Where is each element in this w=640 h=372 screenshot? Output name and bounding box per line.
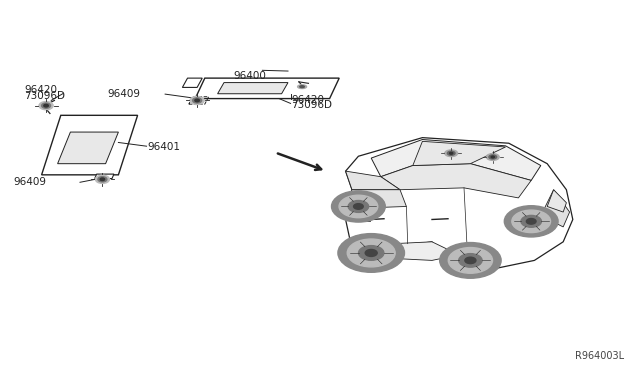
Ellipse shape <box>193 98 202 103</box>
Circle shape <box>459 254 482 267</box>
Ellipse shape <box>190 96 204 105</box>
Ellipse shape <box>42 103 51 108</box>
Circle shape <box>353 203 364 209</box>
Ellipse shape <box>298 85 307 89</box>
Ellipse shape <box>195 99 200 102</box>
Circle shape <box>448 247 493 273</box>
Polygon shape <box>346 138 573 270</box>
Ellipse shape <box>449 153 453 154</box>
Polygon shape <box>218 83 288 94</box>
Circle shape <box>521 215 541 227</box>
Circle shape <box>338 234 404 272</box>
Ellipse shape <box>95 175 109 183</box>
Text: 96401: 96401 <box>147 142 180 152</box>
Text: 96400: 96400 <box>233 71 266 81</box>
Polygon shape <box>195 78 339 99</box>
Polygon shape <box>371 140 541 180</box>
Ellipse shape <box>486 154 499 160</box>
Text: R964003L: R964003L <box>575 351 624 361</box>
Ellipse shape <box>39 102 53 110</box>
Circle shape <box>440 243 501 278</box>
Circle shape <box>365 250 377 256</box>
Circle shape <box>465 257 476 264</box>
Ellipse shape <box>447 151 455 155</box>
Polygon shape <box>413 141 506 166</box>
Circle shape <box>332 191 385 222</box>
Ellipse shape <box>98 177 107 182</box>
Polygon shape <box>541 190 570 227</box>
Text: 96409: 96409 <box>108 89 141 99</box>
Polygon shape <box>42 115 138 175</box>
Ellipse shape <box>445 150 458 157</box>
Polygon shape <box>346 190 406 208</box>
Ellipse shape <box>489 155 497 159</box>
Ellipse shape <box>100 178 105 180</box>
Polygon shape <box>95 174 114 179</box>
Circle shape <box>504 206 558 237</box>
Circle shape <box>348 239 395 267</box>
Polygon shape <box>346 171 400 190</box>
Text: 96420: 96420 <box>24 86 58 95</box>
Text: 96420: 96420 <box>291 96 324 105</box>
Polygon shape <box>58 132 118 164</box>
Circle shape <box>339 195 378 218</box>
Text: 73096D: 73096D <box>24 91 65 100</box>
Circle shape <box>358 246 384 260</box>
Ellipse shape <box>300 86 305 87</box>
Circle shape <box>526 218 536 224</box>
Text: 73096D: 73096D <box>291 100 332 110</box>
Ellipse shape <box>44 104 49 107</box>
Ellipse shape <box>492 156 495 158</box>
Polygon shape <box>355 242 459 260</box>
Circle shape <box>348 201 369 212</box>
Polygon shape <box>547 190 566 212</box>
Polygon shape <box>381 164 531 198</box>
Bar <box>358 201 370 221</box>
Circle shape <box>512 210 550 232</box>
Polygon shape <box>182 78 202 87</box>
Text: 96409: 96409 <box>13 177 46 187</box>
